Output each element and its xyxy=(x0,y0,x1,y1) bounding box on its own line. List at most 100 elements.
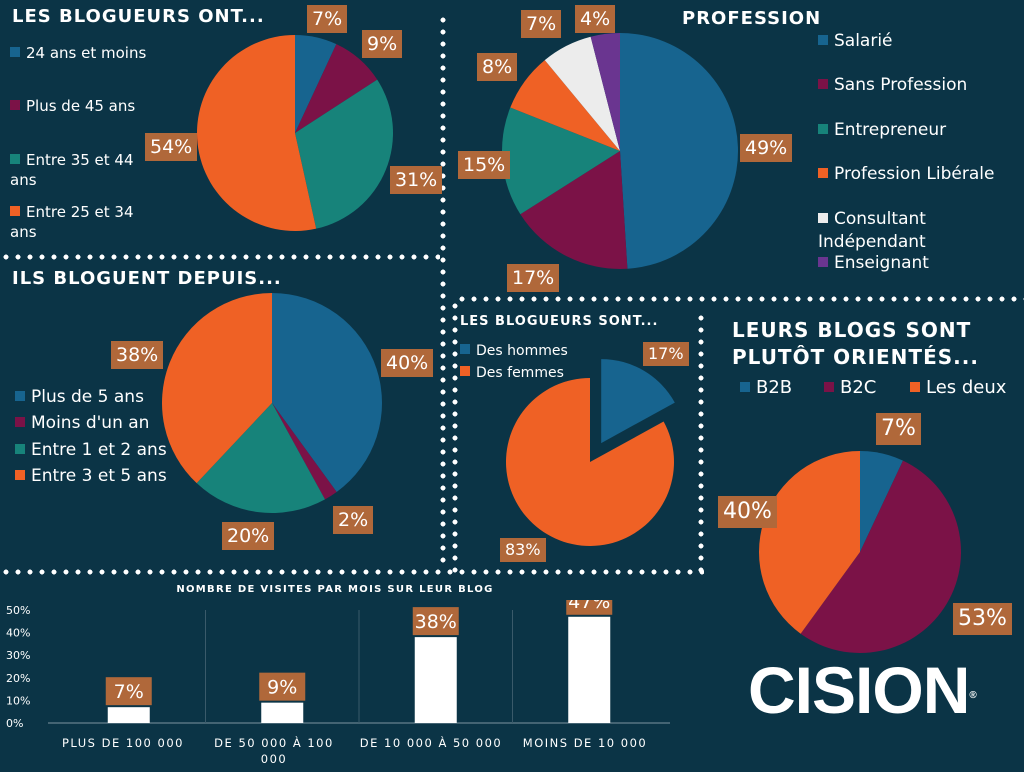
legend-label: Moins d'un an xyxy=(31,413,150,433)
legend-label: Salarié xyxy=(834,31,893,51)
bar-value-label: 38% xyxy=(415,611,457,633)
legend-swatch xyxy=(15,470,25,480)
legend-item: 24 ans et moins xyxy=(10,43,190,63)
pie-slice xyxy=(758,451,860,634)
legend-label: Entre 1 et 2 ans xyxy=(31,440,167,460)
bar-chart: 0% 10% 20% 30% 40% 50% 7% 9% 38% 47% xyxy=(0,586,680,768)
bar-value-label-bg xyxy=(259,672,306,701)
pie-slice xyxy=(544,36,620,152)
value-label: 53% xyxy=(953,603,1012,635)
legend-swatch xyxy=(10,100,20,110)
legend-swatch xyxy=(818,213,828,223)
x-tick-label: DE 10 000 À 50 000 xyxy=(359,736,503,750)
brand-name: CISION xyxy=(748,653,970,727)
value-label: 8% xyxy=(477,53,518,81)
separator xyxy=(452,300,458,575)
y-tick-label: 20% xyxy=(6,672,30,685)
separator xyxy=(440,14,446,569)
pie-slice xyxy=(620,33,738,269)
legend-swatch xyxy=(460,344,470,354)
legend-label: Entrepreneur xyxy=(834,120,947,140)
value-label: 7% xyxy=(876,413,921,445)
registered-mark: ® xyxy=(969,690,976,701)
legend-item: Des hommes xyxy=(460,342,568,360)
legend-label: Des hommes xyxy=(476,343,568,359)
legend-item: Entre 3 et 5 ans xyxy=(15,466,167,486)
legend-item: B2B xyxy=(740,378,792,398)
pie-slice xyxy=(601,359,675,444)
legend-swatch xyxy=(10,154,20,164)
pie-slice xyxy=(272,293,382,492)
value-label: 17% xyxy=(507,264,560,292)
legend-item: Entre 1 et 2 ans xyxy=(15,440,167,460)
value-label: 7% xyxy=(307,5,348,33)
legend-label: Enseignant xyxy=(834,253,929,273)
legend-item: Entre 35 et 44 ans xyxy=(10,150,160,190)
legend-swatch xyxy=(818,257,828,267)
pie-slice xyxy=(510,60,620,151)
legend-label: Consultant Indépendant xyxy=(818,209,926,252)
legend-swatch xyxy=(15,444,25,454)
value-label: 17% xyxy=(643,342,689,366)
legend-label: B2B xyxy=(756,377,793,398)
y-tick-label: 50% xyxy=(6,604,30,617)
legend-swatch xyxy=(740,382,750,392)
legend-item: Entrepreneur xyxy=(818,120,946,140)
bar xyxy=(414,637,457,723)
value-label: 38% xyxy=(111,341,164,369)
legend-label: Entre 3 et 5 ans xyxy=(31,466,167,486)
chart-title: PROFESSION xyxy=(682,8,822,29)
value-label: 7% xyxy=(521,10,562,38)
legend-swatch xyxy=(818,168,828,178)
x-tick-label: DE 50 000 À 100 000 xyxy=(214,736,334,766)
y-tick-label: 40% xyxy=(6,627,30,640)
x-tick-label: PLUS DE 100 000 xyxy=(62,736,184,750)
legend-item: Plus de 45 ans xyxy=(10,96,190,116)
chart-title: ILS BLOGUENT DEPUIS... xyxy=(12,268,282,289)
bar xyxy=(568,616,611,723)
value-label: 2% xyxy=(333,506,374,534)
legend-swatch xyxy=(460,366,470,376)
separator xyxy=(698,312,704,577)
chart-title: LES BLOGUEURS SONT... xyxy=(460,314,659,329)
y-tick-label: 0% xyxy=(6,717,23,730)
chart-title: LES BLOGUEURS ONT... xyxy=(12,6,265,27)
legend-label: Les deux xyxy=(926,377,1007,398)
legend-label: 24 ans et moins xyxy=(26,44,147,62)
bar-value-label: 7% xyxy=(114,681,144,703)
pie-slice xyxy=(506,378,674,546)
legend-item: Sans Profession xyxy=(818,75,967,95)
pie-slice xyxy=(162,292,272,484)
y-tick-label: 30% xyxy=(6,649,30,662)
bar-value-label-bg xyxy=(412,607,459,636)
cision-logo: CISION® xyxy=(748,653,977,727)
pie-slice xyxy=(295,79,394,229)
legend-item: Profession Libérale xyxy=(818,164,994,184)
y-tick-label: 10% xyxy=(6,694,30,707)
bar-value-label: 9% xyxy=(267,677,297,699)
legend-label: Des femmes xyxy=(476,365,564,381)
legend-item: Des femmes xyxy=(460,364,564,382)
legend-label: B2C xyxy=(840,377,877,398)
bar-value-label: 47% xyxy=(568,600,610,613)
legend-swatch xyxy=(10,206,20,216)
legend-swatch xyxy=(15,417,25,427)
bar-value-label-bg xyxy=(105,677,152,706)
legend-item: B2C xyxy=(824,378,876,398)
bar xyxy=(261,702,304,723)
legend-swatch xyxy=(824,382,834,392)
legend-item: Les deux xyxy=(910,378,1006,398)
value-label: 49% xyxy=(740,134,793,162)
value-label: 31% xyxy=(390,166,443,194)
legend-label: Plus de 45 ans xyxy=(26,97,136,115)
pie-slice xyxy=(860,451,904,552)
separator xyxy=(0,569,704,575)
pie-slice xyxy=(295,35,337,133)
legend-item: Salarié xyxy=(818,31,893,51)
legend-swatch xyxy=(818,79,828,89)
x-tick-label: MOINS DE 10 000 xyxy=(522,736,648,750)
value-label: 4% xyxy=(575,5,616,33)
legend-item: Entre 25 et 34 ans xyxy=(10,202,160,242)
value-label: 9% xyxy=(362,30,403,58)
value-label: 40% xyxy=(718,496,777,528)
